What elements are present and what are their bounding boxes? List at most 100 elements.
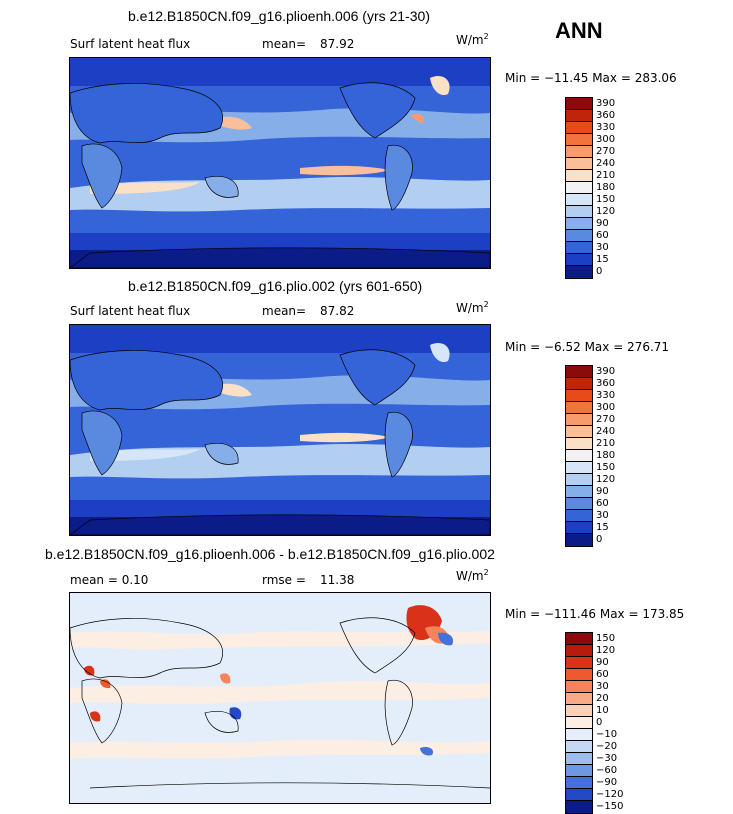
panel-3-units: W/m2 [456, 568, 489, 583]
colorbar-tick-label: 270 [596, 146, 616, 157]
panel-1-colorbar-swatch [566, 122, 592, 134]
panel-3-colorbar-swatch [566, 657, 592, 669]
colorbar-tick-label: 30 [596, 510, 609, 521]
panel-2-colorbar-swatch [566, 510, 592, 522]
panel-3-colorbar-swatch [566, 753, 592, 765]
panel-1-stat-label: mean= [262, 37, 307, 51]
panel-3-minmax: Min = −111.46 Max = 173.85 [505, 607, 685, 621]
colorbar-tick-label: 150 [596, 462, 616, 473]
colorbar-tick-label: 20 [596, 693, 609, 704]
panel-1-minmax: Min = −11.45 Max = 283.06 [505, 71, 677, 85]
colorbar-tick-label: −30 [596, 753, 618, 764]
panel-2-title: b.e12.B1850CN.f09_g16.plio.002 (yrs 601-… [128, 278, 423, 294]
panel-2-colorbar-swatch [566, 498, 592, 510]
colorbar-tick-label: 0 [596, 717, 603, 728]
panel-2-stat-label: mean= [262, 304, 307, 318]
panel-3-colorbar-swatch [566, 789, 592, 801]
colorbar-tick-label: −10 [596, 729, 618, 740]
panel-2-colorbar-swatch [566, 366, 592, 378]
season-label: ANN [555, 18, 603, 43]
panel-1-colorbar-swatch [566, 218, 592, 230]
panel-2-colorbar-swatch [566, 402, 592, 414]
colorbar-tick-label: 30 [596, 242, 609, 253]
panel-1-colorbar-swatch [566, 206, 592, 218]
colorbar-tick-label: 0 [596, 534, 603, 545]
panel-3-colorbar-swatch [566, 693, 592, 705]
panel-3-colorbar-swatch [566, 669, 592, 681]
panel-3-colorbar-swatch [566, 705, 592, 717]
panel-3-stat-label: rmse = [262, 573, 306, 587]
colorbar-tick-label: 60 [596, 230, 609, 241]
colorbar-tick-label: 120 [596, 645, 616, 656]
panel-1-map-graphic [70, 58, 490, 268]
panel-2-colorbar-swatch [566, 378, 592, 390]
panel-2-colorbar-swatch [566, 450, 592, 462]
panel-2-colorbar-swatch [566, 438, 592, 450]
colorbar-tick-label: 15 [596, 254, 609, 265]
colorbar-tick-label: 300 [596, 134, 616, 145]
colorbar-tick-label: 330 [596, 122, 616, 133]
colorbar-tick-label: −90 [596, 777, 618, 788]
panel-3-map-graphic [70, 593, 490, 803]
colorbar-tick-label: 150 [596, 194, 616, 205]
panel-3-colorbar-swatch [566, 777, 592, 789]
panel-2-colorbar [565, 365, 593, 547]
panel-3-colorbar-swatch [566, 717, 592, 729]
colorbar-tick-label: −150 [596, 801, 624, 812]
panel-2-colorbar-swatch [566, 534, 592, 546]
panel-1-colorbar-swatch [566, 134, 592, 146]
panel-2-colorbar-swatch [566, 414, 592, 426]
colorbar-tick-label: −120 [596, 789, 624, 800]
colorbar-tick-label: 210 [596, 438, 616, 449]
colorbar-tick-label: 210 [596, 170, 616, 181]
colorbar-tick-label: 300 [596, 402, 616, 413]
colorbar-tick-label: 330 [596, 390, 616, 401]
colorbar-tick-label: −60 [596, 765, 618, 776]
colorbar-tick-label: 180 [596, 182, 616, 193]
panel-1-colorbar-swatch [566, 170, 592, 182]
colorbar-tick-label: 10 [596, 705, 609, 716]
colorbar-tick-label: 120 [596, 474, 616, 485]
panel-2-stat-value: 87.82 [320, 304, 355, 318]
panel-3-colorbar-swatch [566, 765, 592, 777]
panel-3-colorbar-swatch [566, 801, 592, 813]
panel-2-field-label: Surf latent heat flux [70, 304, 191, 318]
colorbar-tick-label: 360 [596, 378, 616, 389]
panel-2-colorbar-swatch [566, 426, 592, 438]
colorbar-tick-label: 240 [596, 426, 616, 437]
panel-3-colorbar-swatch [566, 681, 592, 693]
colorbar-tick-label: 240 [596, 158, 616, 169]
colorbar-tick-label: 120 [596, 206, 616, 217]
panel-1-colorbar-swatch [566, 146, 592, 158]
colorbar-tick-label: 180 [596, 450, 616, 461]
panel-1-map [69, 57, 491, 269]
panel-2-colorbar-swatch [566, 390, 592, 402]
panel-1-title: b.e12.B1850CN.f09_g16.plioenh.006 (yrs 2… [128, 8, 430, 24]
panel-2-colorbar-swatch [566, 522, 592, 534]
panel-3-colorbar-swatch [566, 645, 592, 657]
panel-3-colorbar-swatch [566, 741, 592, 753]
panel-3-map [69, 592, 491, 804]
panel-2-map-graphic [70, 325, 490, 535]
panel-1-colorbar-swatch [566, 266, 592, 278]
colorbar-tick-label: 150 [596, 633, 616, 644]
panel-1-colorbar-swatch [566, 242, 592, 254]
panel-2-minmax: Min = −6.52 Max = 276.71 [505, 340, 670, 354]
colorbar-tick-label: 60 [596, 498, 609, 509]
colorbar-tick-label: 15 [596, 522, 609, 533]
panel-2-colorbar-swatch [566, 474, 592, 486]
colorbar-tick-label: 60 [596, 669, 609, 680]
panel-1-colorbar-swatch [566, 254, 592, 266]
colorbar-tick-label: −20 [596, 741, 618, 752]
colorbar-tick-label: 270 [596, 414, 616, 425]
colorbar-tick-label: 390 [596, 98, 616, 109]
panel-1-colorbar-swatch [566, 182, 592, 194]
panel-1-field-label: Surf latent heat flux [70, 37, 191, 51]
panel-2-units: W/m2 [456, 300, 489, 315]
panel-1-colorbar-swatch [566, 110, 592, 122]
panel-2-colorbar-swatch [566, 462, 592, 474]
colorbar-tick-label: 90 [596, 218, 609, 229]
colorbar-tick-label: 0 [596, 266, 603, 277]
panel-2-map [69, 324, 491, 536]
panel-2-colorbar-swatch [566, 486, 592, 498]
